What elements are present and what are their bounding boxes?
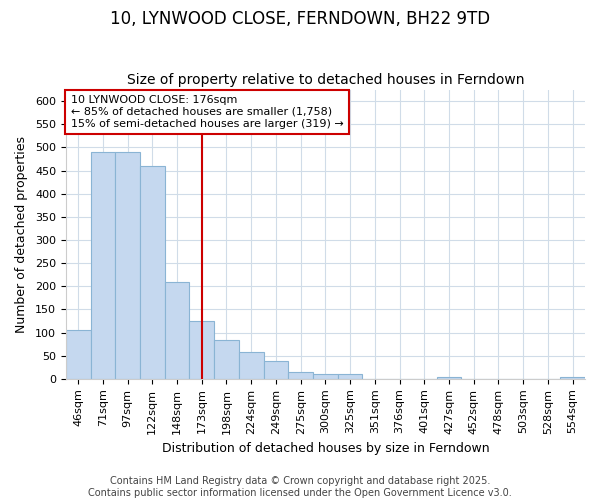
Bar <box>91 152 115 379</box>
X-axis label: Distribution of detached houses by size in Ferndown: Distribution of detached houses by size … <box>161 442 489 455</box>
Bar <box>66 330 91 379</box>
Text: 10, LYNWOOD CLOSE, FERNDOWN, BH22 9TD: 10, LYNWOOD CLOSE, FERNDOWN, BH22 9TD <box>110 10 490 28</box>
Bar <box>164 282 190 379</box>
Bar <box>190 321 214 379</box>
Text: 10 LYNWOOD CLOSE: 176sqm
← 85% of detached houses are smaller (1,758)
15% of sem: 10 LYNWOOD CLOSE: 176sqm ← 85% of detach… <box>71 96 344 128</box>
Y-axis label: Number of detached properties: Number of detached properties <box>15 136 28 332</box>
Title: Size of property relative to detached houses in Ferndown: Size of property relative to detached ho… <box>127 73 524 87</box>
Text: Contains HM Land Registry data © Crown copyright and database right 2025.
Contai: Contains HM Land Registry data © Crown c… <box>88 476 512 498</box>
Bar <box>560 376 585 379</box>
Bar <box>214 340 239 379</box>
Bar <box>338 374 362 379</box>
Bar <box>437 376 461 379</box>
Bar <box>115 152 140 379</box>
Bar <box>263 361 289 379</box>
Bar <box>140 166 164 379</box>
Bar <box>289 372 313 379</box>
Bar <box>313 374 338 379</box>
Bar <box>239 352 263 379</box>
